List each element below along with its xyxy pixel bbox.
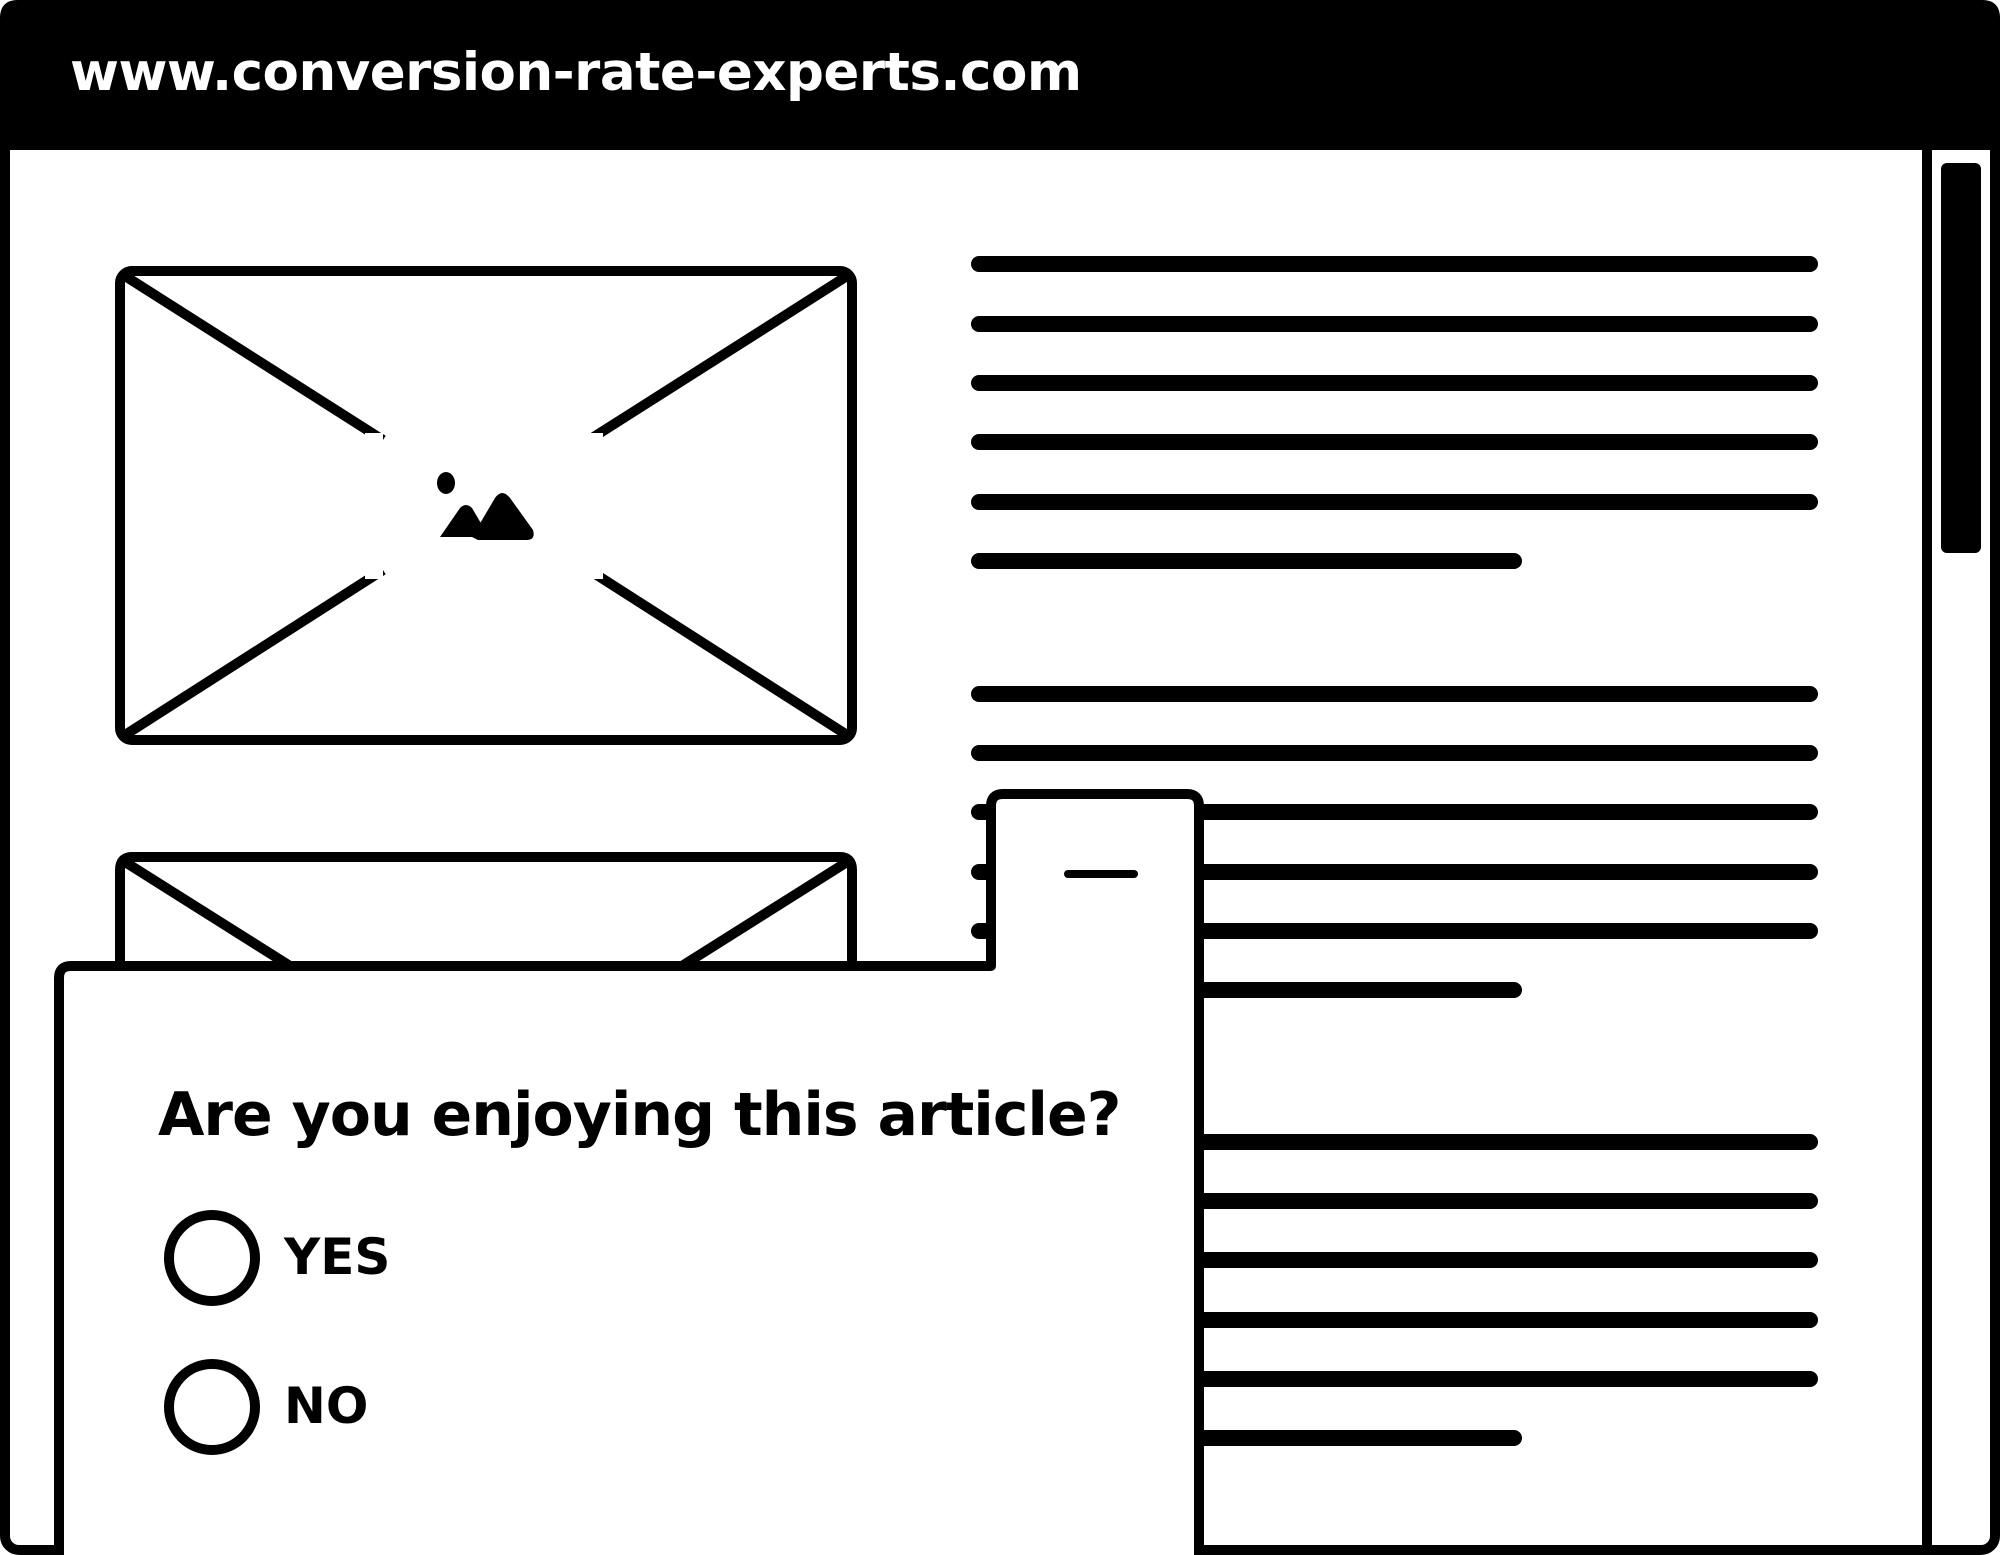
radio-yes[interactable] bbox=[164, 1210, 260, 1306]
option-no-label[interactable]: NO bbox=[284, 1377, 369, 1435]
minimize-button[interactable] bbox=[1040, 840, 1160, 910]
scrollbar-thumb[interactable] bbox=[1941, 163, 1981, 553]
address-url[interactable]: www.conversion-rate-experts.com bbox=[70, 42, 1082, 103]
option-yes-label[interactable]: YES bbox=[284, 1228, 391, 1286]
image-placeholder-icon bbox=[437, 472, 534, 540]
scrollbar[interactable] bbox=[1922, 150, 1981, 1555]
radio-no[interactable] bbox=[164, 1359, 260, 1455]
article-image-1 bbox=[115, 266, 857, 745]
survey-popup bbox=[54, 789, 1204, 1555]
survey-question: Are you enjoying this article? bbox=[158, 1080, 1121, 1150]
article-image-2 bbox=[115, 852, 857, 971]
address-bar bbox=[0, 0, 2000, 150]
